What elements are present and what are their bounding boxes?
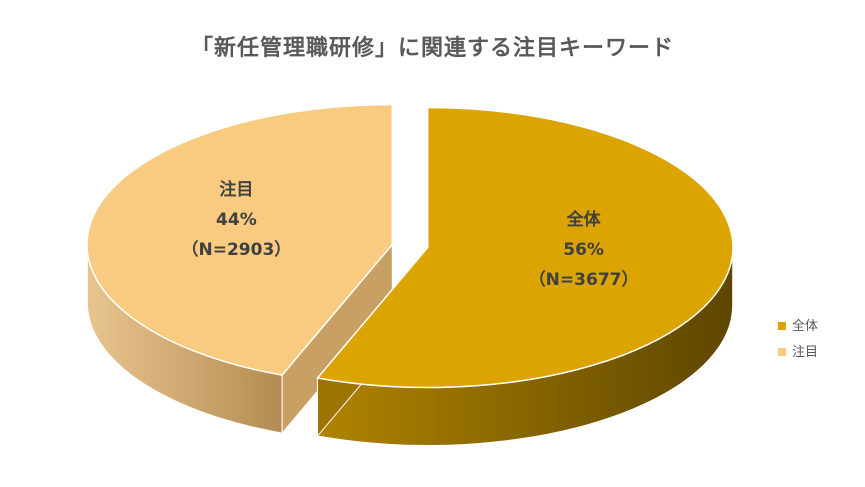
- slice-2-name: 注目: [219, 179, 253, 200]
- chart-title: 「新任管理職研修」に関連する注目キーワード: [190, 36, 674, 61]
- slice-2-percent-label: 44%: [216, 210, 257, 230]
- legend-label-1: 全体: [792, 318, 818, 334]
- slice-1-name: 全体: [566, 209, 602, 230]
- slice-1-n-label: （N=3677）: [529, 269, 639, 290]
- legend-label-2: 注目: [792, 345, 818, 360]
- legend-swatch-1: [778, 322, 786, 330]
- legend-swatch-2: [778, 348, 786, 356]
- slice-2-n-label: （N=2903）: [182, 239, 292, 260]
- slice-1-percent-label: 56%: [563, 240, 604, 260]
- slice-1-top: [316, 106, 734, 389]
- slice-2-top: [86, 103, 394, 376]
